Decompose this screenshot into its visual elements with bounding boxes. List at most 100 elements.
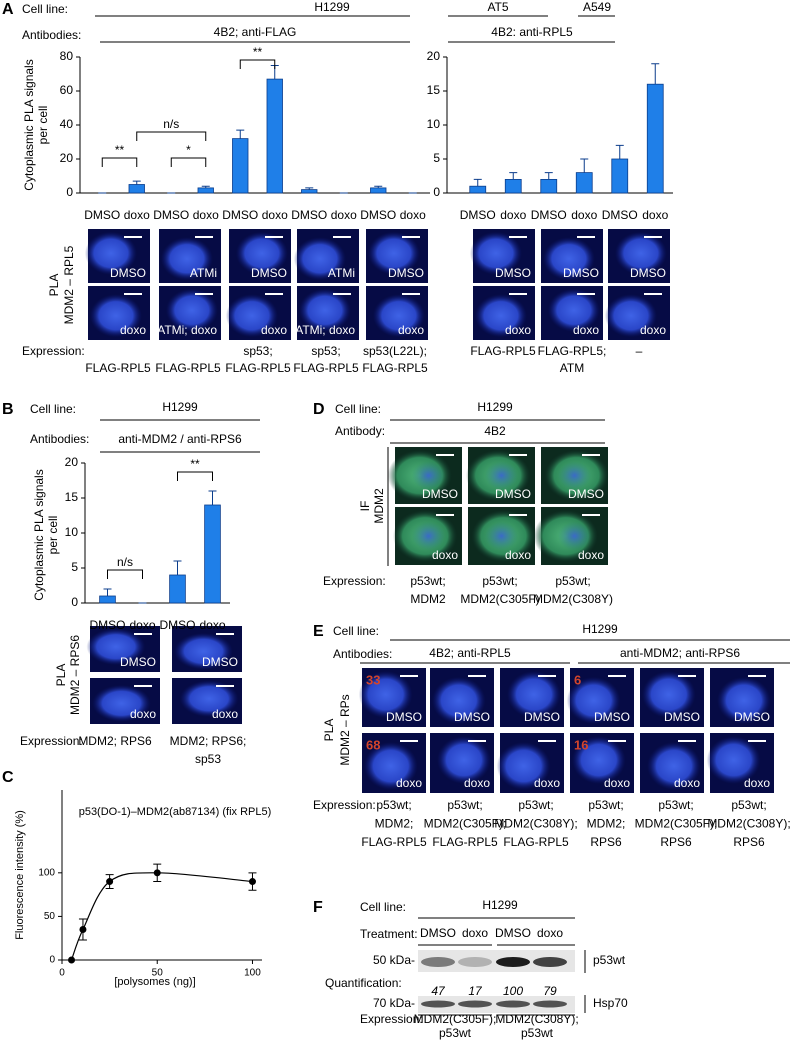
expression: sp53 xyxy=(195,752,221,766)
rotated-label: PLA xyxy=(322,719,336,742)
quantification: 100 xyxy=(503,984,523,998)
error-bar xyxy=(305,187,314,190)
expression: FLAG-RPL5 xyxy=(85,361,151,375)
antibody: 4B2; anti-RPL5 xyxy=(429,646,511,660)
image-label: doxo xyxy=(398,323,424,337)
image-label: DMSO xyxy=(454,710,490,724)
expression: FLAG-RPL5; xyxy=(538,344,607,358)
x-axis-label: [polysomes (ng)] xyxy=(114,976,195,988)
x-tick-label: DMSO xyxy=(291,208,327,222)
image-label: doxo xyxy=(396,776,422,790)
marker: 70 kDa- xyxy=(373,996,415,1010)
cell xyxy=(706,736,761,784)
image-label: DMSO xyxy=(563,266,599,280)
rotated-label: MDM2 – RPS6 xyxy=(68,635,82,715)
image-label: doxo xyxy=(640,323,666,337)
cell-count: 33 xyxy=(366,672,380,687)
image-label: DMSO xyxy=(524,710,560,724)
antibody: 4B2 xyxy=(484,424,506,438)
x-tick-label: DMSO xyxy=(84,208,120,222)
expression: MDM2; RPS6 xyxy=(78,734,152,748)
header-label: Cell line: xyxy=(30,402,76,416)
bar xyxy=(370,187,387,194)
image-label: DMSO xyxy=(202,655,238,669)
x-tick-label: DMSO xyxy=(222,208,258,222)
header-label: Antibody: xyxy=(335,424,385,438)
expression: FLAG-RPL5 xyxy=(293,361,359,375)
image-label: doxo xyxy=(432,548,458,562)
cell xyxy=(367,231,420,275)
significance-label: n/s xyxy=(163,117,179,131)
protein: p53wt xyxy=(593,953,626,967)
nucleus xyxy=(484,521,519,551)
x-tick-label: 100 xyxy=(244,968,261,979)
cell xyxy=(474,294,527,338)
header-label: Quantification: xyxy=(325,976,402,990)
header-label: Cell line: xyxy=(333,624,379,638)
image-label: ATMi; doxo xyxy=(157,323,217,337)
header-label: Expression: xyxy=(313,798,376,812)
x-tick-label: DMSO xyxy=(602,208,638,222)
panel-letter: C xyxy=(2,769,14,786)
y-tick-label: 0 xyxy=(433,185,440,199)
x-tick-label: DMSO xyxy=(90,618,126,632)
cell-line: H1299 xyxy=(482,898,518,912)
y-tick-label: 0 xyxy=(49,955,55,966)
cell xyxy=(298,288,351,332)
quantification: 79 xyxy=(543,984,557,998)
x-tick-label: doxo xyxy=(642,208,668,222)
header-label: Cell line: xyxy=(360,900,406,914)
image-label: doxo xyxy=(573,323,599,337)
cell xyxy=(496,742,551,790)
error-bar xyxy=(132,180,141,185)
nucleus xyxy=(411,461,446,490)
expression: MDM2(C305F); xyxy=(414,1012,497,1026)
expression: sp53; xyxy=(311,344,340,358)
data-point xyxy=(248,878,256,886)
panel-letter: E xyxy=(313,623,324,640)
cell xyxy=(542,237,595,281)
cell xyxy=(86,628,146,666)
expression: RPS6 xyxy=(660,835,692,849)
cell xyxy=(89,294,142,338)
treatment: doxo xyxy=(537,926,563,940)
expression: FLAG-RPL5 xyxy=(432,835,498,849)
bar xyxy=(204,504,221,604)
significance-label: ** xyxy=(253,45,263,59)
panel-letter: D xyxy=(313,401,325,418)
expression: p53wt; xyxy=(658,798,693,812)
panel-letter: F xyxy=(313,899,323,916)
expression: FLAG-RPL5 xyxy=(503,835,569,849)
expression: MDM2(C305F); xyxy=(635,817,718,831)
expression: MDM2; xyxy=(587,817,626,831)
treatment: DMSO xyxy=(495,926,531,940)
image-label: DMSO xyxy=(422,487,458,501)
image-label: ATMi xyxy=(328,266,355,280)
rotated-label: MDM2 – RPs xyxy=(338,694,352,765)
cell xyxy=(92,684,151,722)
rotated-label: PLA xyxy=(54,664,68,687)
rotated-label: per cell xyxy=(46,516,60,555)
bar xyxy=(646,83,664,194)
image-label: DMSO xyxy=(495,266,531,280)
header-label: Antibodies: xyxy=(22,28,81,42)
cell xyxy=(293,237,346,281)
bar xyxy=(232,138,249,194)
x-tick-label: doxo xyxy=(262,208,288,222)
cell-line: AT5 xyxy=(487,0,508,14)
error-bar xyxy=(615,144,624,159)
nucleus xyxy=(557,461,592,490)
significance-bracket xyxy=(107,569,143,579)
error-bar xyxy=(473,178,482,187)
image-label: doxo xyxy=(120,323,146,337)
bar xyxy=(301,189,318,194)
panel-letter: A xyxy=(2,1,14,18)
header-label: Treatment: xyxy=(360,927,418,941)
data-point xyxy=(153,869,161,877)
y-tick-label: 10 xyxy=(427,117,441,131)
bar xyxy=(504,178,522,194)
x-tick-label: DMSO xyxy=(153,208,189,222)
image-label: ATMi; doxo xyxy=(295,323,355,337)
blot-band xyxy=(496,957,530,967)
